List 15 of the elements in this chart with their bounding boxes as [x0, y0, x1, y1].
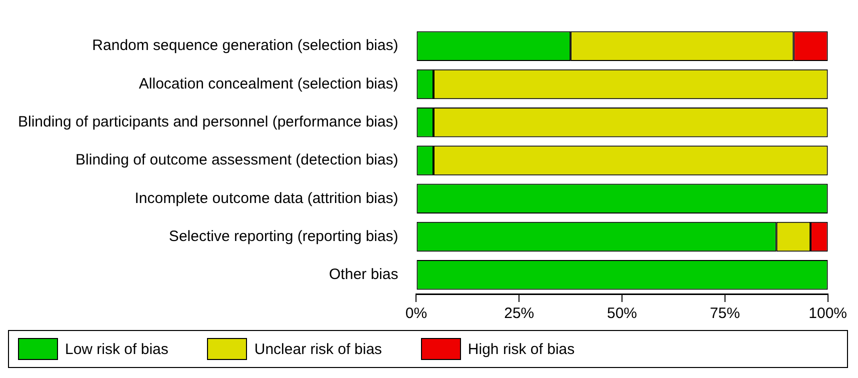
y-tick-label: Other bias [329, 266, 398, 284]
y-tick-label: Allocation concealment (selection bias) [138, 75, 398, 92]
y-tick-label: Blinding of participants and personnel (performance bias) [18, 114, 398, 130]
y-tick-label: Blinding of outcome assessment (detection bias) [76, 152, 398, 169]
x-tick-label: 0% [405, 305, 428, 322]
x-tick-label: 50% [607, 305, 638, 322]
legend-label: Unclear risk of bias [254, 340, 382, 358]
legend-label: Low risk of bias [65, 340, 168, 358]
y-tick-label: Random sequence generation (selection bias) [92, 37, 398, 54]
legend-label: High risk of bias [468, 340, 575, 358]
x-tick-label: 75% [710, 305, 740, 322]
y-tick-label: Selective reporting (reporting bias) [168, 228, 398, 245]
x-tick-label: 100% [808, 305, 848, 322]
y-tick-label: Incomplete outcome data (attrition bias) [134, 190, 398, 207]
x-tick-label: 25% [504, 305, 534, 322]
